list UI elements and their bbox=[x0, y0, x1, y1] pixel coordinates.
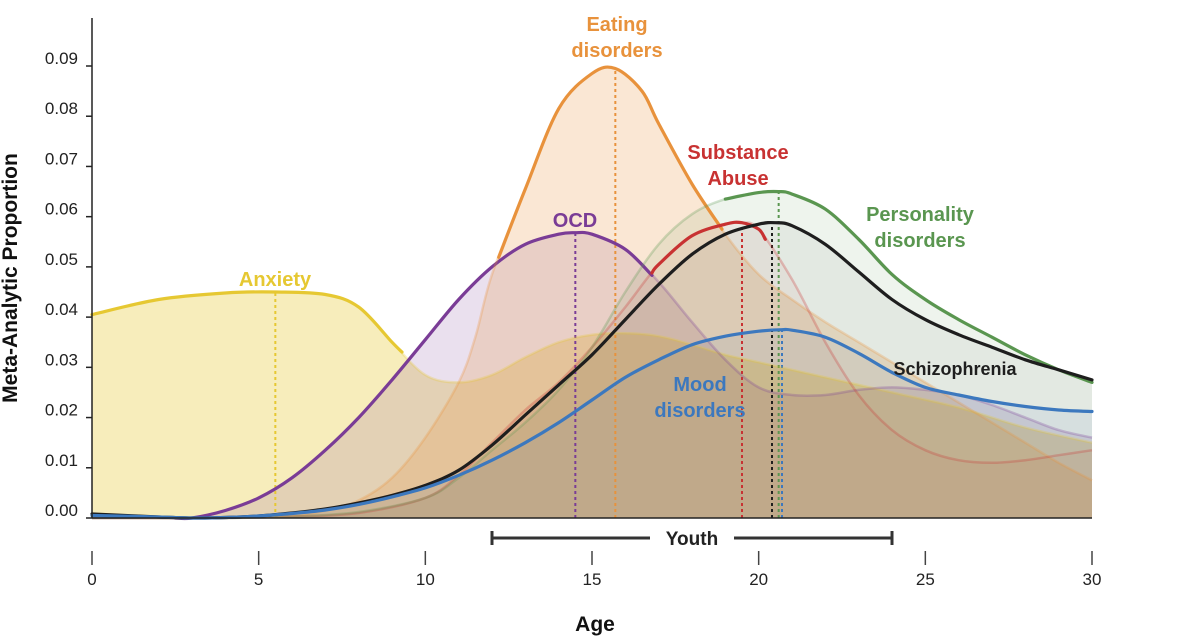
x-axis-title: Age bbox=[575, 613, 615, 636]
youth-label-bg bbox=[650, 525, 734, 551]
label-mood-disorders: Mood disorders bbox=[654, 374, 745, 422]
label-personality-disorders: Personality disorders bbox=[866, 204, 975, 252]
line-substance-abuse bbox=[650, 220, 767, 275]
x-tick-label: 10 bbox=[416, 570, 435, 589]
series-labels: Anxiety OCD Eating disorders Substance Abuse P… bbox=[239, 14, 1018, 422]
label-line-anxiety: Anxiety bbox=[239, 269, 312, 291]
area-substance-abuse bbox=[92, 222, 1092, 519]
label-substance-abuse: Substance Abuse bbox=[687, 142, 788, 190]
axes: 0.00 0.01 0.02 0.03 0.04 0.05 0.06 0.07 0.08 0.09… bbox=[0, 18, 1101, 636]
y-tick-label: 0.01 bbox=[45, 451, 78, 470]
series-fills bbox=[92, 67, 1092, 519]
label-ocd: OCD bbox=[553, 210, 597, 232]
y-tick-label: 0.08 bbox=[45, 99, 78, 118]
area-mood-disorders bbox=[92, 329, 1092, 519]
y-tick-label: 0.02 bbox=[45, 401, 78, 420]
label-line-mood-disorders: Mood bbox=[673, 374, 726, 396]
label-line-eating-disorders: Eating bbox=[586, 14, 647, 36]
label-line-schizophrenia: Schizophrenia bbox=[893, 359, 1017, 379]
area-schizophrenia bbox=[92, 222, 1092, 519]
y-tick-label: 0.09 bbox=[45, 49, 78, 68]
label-line-personality-disorders: disorders bbox=[874, 230, 965, 252]
x-tick-label: 30 bbox=[1083, 570, 1102, 589]
label-line-personality-disorders: Personality bbox=[866, 204, 975, 226]
y-tick-label: 0.06 bbox=[45, 200, 78, 219]
label-eating-disorders: Eating disorders bbox=[571, 14, 662, 62]
label-schizophrenia: Schizophrenia bbox=[893, 359, 1017, 379]
label-line-ocd: OCD bbox=[553, 210, 597, 232]
line-anxiety bbox=[90, 290, 404, 354]
y-tick-label: 0.00 bbox=[45, 501, 78, 520]
youth-label: Youth bbox=[666, 529, 718, 550]
x-tick-label: 0 bbox=[87, 570, 96, 589]
series-lines bbox=[90, 65, 1094, 521]
y-tick-label: 0.05 bbox=[45, 250, 78, 269]
label-line-eating-disorders: disorders bbox=[571, 40, 662, 62]
label-line-mood-disorders: disorders bbox=[654, 400, 745, 422]
label-anxiety: Anxiety bbox=[239, 269, 312, 291]
area-eating-disorders bbox=[92, 67, 1092, 519]
peak-guides bbox=[274, 68, 783, 518]
x-tick-label: 25 bbox=[916, 570, 935, 589]
y-axis-title: Meta-Analytic Proportion bbox=[0, 153, 22, 403]
x-tick-label: 5 bbox=[254, 570, 263, 589]
x-tick-label: 15 bbox=[583, 570, 602, 589]
y-tick-label: 0.07 bbox=[45, 149, 78, 168]
area-ocd bbox=[92, 232, 1092, 519]
y-tick-label: 0.03 bbox=[45, 350, 78, 369]
x-tick-label: 20 bbox=[749, 570, 768, 589]
line-eating-disorders bbox=[497, 65, 724, 259]
line-mood-disorders bbox=[90, 327, 1094, 520]
area-anxiety bbox=[92, 291, 1092, 518]
y-tick-label: 0.04 bbox=[45, 300, 78, 319]
label-line-substance-abuse: Substance bbox=[687, 142, 788, 164]
line-personality-disorders bbox=[723, 189, 1094, 384]
line-ocd bbox=[173, 230, 654, 521]
label-line-substance-abuse: Abuse bbox=[707, 168, 768, 190]
